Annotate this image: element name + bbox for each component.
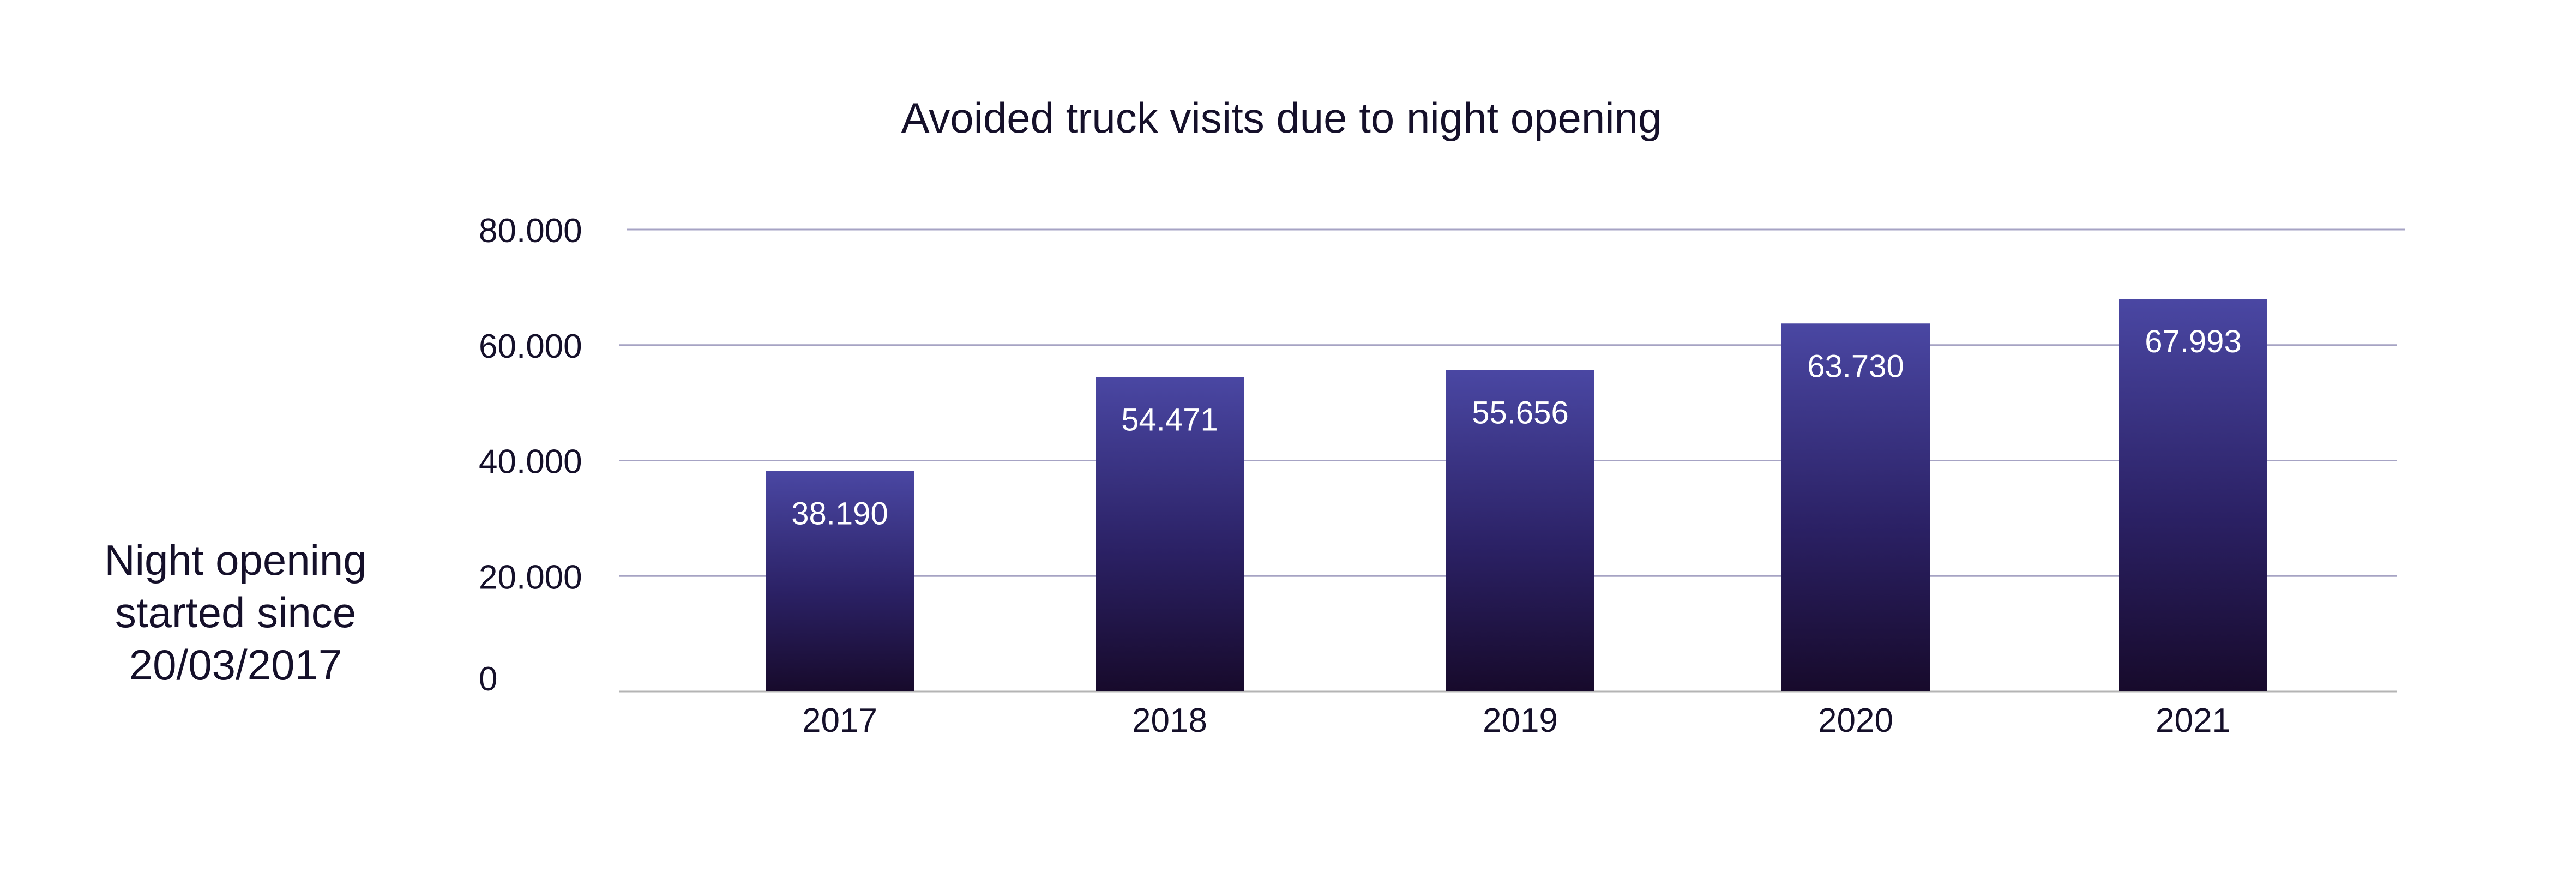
x-tick-label: 2020 (1818, 702, 1893, 739)
x-axis-tick-labels: 2017 2018 2019 2020 2021 (802, 702, 2231, 739)
bar-2019 (1446, 370, 1594, 691)
y-tick-label: 80.000 (479, 212, 582, 250)
x-tick-label: 2021 (2156, 702, 2231, 739)
bar-value-label: 63.730 (1807, 348, 1904, 384)
y-tick-label: 60.000 (479, 328, 582, 365)
y-tick-label: 20.000 (479, 558, 582, 596)
bar-value-label: 67.993 (2145, 324, 2241, 359)
chart-title: Avoided truck visits due to night openin… (901, 94, 1662, 142)
y-tick-label: 40.000 (479, 443, 582, 481)
side-note-line-3: 20/03/2017 (129, 641, 342, 689)
bar-value-label: 55.656 (1472, 395, 1568, 431)
x-tick-label: 2019 (1483, 702, 1558, 739)
bar-2020 (1781, 323, 1930, 691)
bar-2017 (766, 471, 914, 691)
bar-value-labels: 38.190 54.471 55.656 63.730 67.993 (791, 324, 2241, 532)
x-tick-label: 2018 (1132, 702, 1207, 739)
bar-2021 (2119, 299, 2267, 691)
side-note: Night opening started since 20/03/2017 (104, 536, 366, 689)
x-tick-label: 2017 (802, 702, 877, 739)
side-note-line-2: started since (115, 588, 356, 636)
bar-2018 (1096, 377, 1244, 691)
bar-value-label: 54.471 (1121, 402, 1218, 437)
bar-value-label: 38.190 (791, 496, 888, 532)
side-note-line-1: Night opening (104, 536, 366, 584)
y-axis-tick-labels: 0 20.000 40.000 60.000 80.000 (479, 212, 582, 698)
bars (766, 299, 2267, 691)
y-tick-label: 0 (479, 660, 497, 698)
